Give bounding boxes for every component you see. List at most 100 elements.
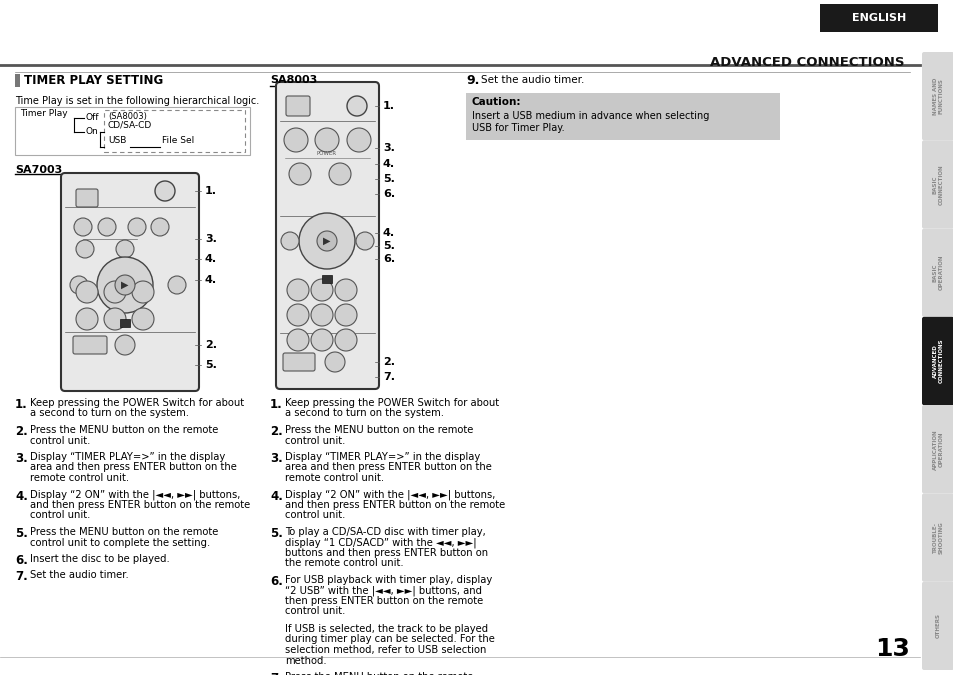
Circle shape [287,329,309,351]
Text: 3.: 3. [15,452,28,465]
FancyBboxPatch shape [76,189,98,207]
FancyBboxPatch shape [275,82,378,389]
Circle shape [314,128,338,152]
Text: CD/SA-CD: CD/SA-CD [108,121,152,130]
Text: 1.: 1. [205,186,216,196]
Text: SA7003: SA7003 [15,165,62,175]
Text: Display “2 ON” with the |◄◄, ►►| buttons,: Display “2 ON” with the |◄◄, ►►| buttons… [30,489,240,500]
Text: 5.: 5. [15,527,28,540]
Text: 4.: 4. [205,254,217,264]
Circle shape [104,281,126,303]
Text: 2.: 2. [382,357,395,367]
Text: 9.: 9. [465,74,478,86]
Text: BASIC
OPERATION: BASIC OPERATION [932,255,943,290]
Text: BASIC
CONNECTION: BASIC CONNECTION [932,164,943,205]
Bar [15,107,250,155]
Circle shape [132,281,153,303]
Text: remote control unit.: remote control unit. [285,473,384,483]
Bar [820,4,937,32]
Circle shape [284,128,308,152]
Circle shape [335,329,356,351]
FancyBboxPatch shape [921,52,953,140]
FancyBboxPatch shape [921,405,953,493]
Text: 7.: 7. [15,570,28,583]
Text: ▶: ▶ [323,236,331,246]
FancyBboxPatch shape [921,140,953,229]
Circle shape [281,232,298,250]
Text: If USB is selected, the track to be played: If USB is selected, the track to be play… [285,624,488,634]
Text: area and then press ENTER button on the: area and then press ENTER button on the [285,462,492,472]
Text: 6.: 6. [15,554,28,567]
Circle shape [311,329,333,351]
Circle shape [316,231,336,251]
Text: NAMES AND
FUNCTIONS: NAMES AND FUNCTIONS [932,78,943,115]
Circle shape [116,240,133,258]
Circle shape [76,240,94,258]
Circle shape [329,163,351,185]
Circle shape [355,232,374,250]
Text: selection method, refer to USB selection: selection method, refer to USB selection [285,645,486,655]
Text: POWER: POWER [316,151,336,156]
Text: a second to turn on the system.: a second to turn on the system. [285,408,443,418]
Text: Timer Play: Timer Play [20,109,68,119]
Text: On: On [86,128,99,136]
Circle shape [76,308,98,330]
Text: remote control unit.: remote control unit. [30,473,129,483]
Text: control unit.: control unit. [30,510,91,520]
Circle shape [70,276,88,294]
Circle shape [298,213,355,269]
Text: ▶: ▶ [121,280,129,290]
Text: File Sel: File Sel [162,136,194,145]
Text: 6.: 6. [270,575,283,588]
Text: ADVANCED
CONNECTIONS: ADVANCED CONNECTIONS [932,339,943,383]
Text: method.: method. [285,655,326,666]
Bar [120,319,130,327]
FancyBboxPatch shape [921,229,953,317]
Text: Display “TIMER PLAY=>” in the display: Display “TIMER PLAY=>” in the display [30,452,225,462]
Text: the remote control unit.: the remote control unit. [285,558,403,568]
Circle shape [287,304,309,326]
Text: display “1 CD/SACD” with the ◄◄, ►►|: display “1 CD/SACD” with the ◄◄, ►►| [285,537,476,548]
Text: a second to turn on the system.: a second to turn on the system. [30,408,189,418]
Text: Insert a USB medium in advance when selecting
USB for Timer Play.: Insert a USB medium in advance when sele… [472,111,709,132]
Circle shape [287,279,309,301]
Text: For USB playback with timer play, display: For USB playback with timer play, displa… [285,575,492,585]
Text: TROUBLE-
SHOOTING: TROUBLE- SHOOTING [932,521,943,554]
Circle shape [335,304,356,326]
Text: APPLICATION
OPERATION: APPLICATION OPERATION [932,429,943,470]
Text: 4.: 4. [205,275,217,285]
Circle shape [115,335,135,355]
Text: (SA8003): (SA8003) [108,112,147,121]
Text: control unit.: control unit. [285,435,345,446]
Text: 2.: 2. [15,425,28,438]
Text: control unit to complete the setting.: control unit to complete the setting. [30,537,210,547]
Text: 5.: 5. [382,241,395,251]
Text: 3.: 3. [382,143,395,153]
Circle shape [289,163,311,185]
Text: 5.: 5. [382,174,395,184]
Circle shape [325,352,345,372]
Text: Keep pressing the POWER Switch for about: Keep pressing the POWER Switch for about [30,398,244,408]
Text: and then press ENTER button on the remote: and then press ENTER button on the remot… [30,500,250,510]
Text: Off: Off [86,113,99,122]
Text: 2.: 2. [205,340,216,350]
Text: ADVANCED CONNECTIONS: ADVANCED CONNECTIONS [710,56,904,69]
Text: 7.: 7. [382,372,395,382]
FancyBboxPatch shape [921,317,953,405]
Text: 6.: 6. [382,254,395,264]
Bar [322,275,332,283]
Circle shape [128,218,146,236]
FancyBboxPatch shape [61,173,199,391]
Circle shape [97,257,152,313]
Bar [15,74,20,87]
Text: 3.: 3. [270,452,282,465]
Circle shape [115,275,135,295]
Text: area and then press ENTER button on the: area and then press ENTER button on the [30,462,236,472]
Text: “2 USB” with the |◄◄, ►►| buttons, and: “2 USB” with the |◄◄, ►►| buttons, and [285,585,481,596]
Text: ENGLISH: ENGLISH [851,13,905,23]
Text: TIMER PLAY SETTING: TIMER PLAY SETTING [24,74,163,86]
Text: Display “2 ON” with the |◄◄, ►►| buttons,: Display “2 ON” with the |◄◄, ►►| buttons… [285,489,495,500]
Text: 4.: 4. [15,489,28,502]
Text: 4.: 4. [382,159,395,169]
FancyBboxPatch shape [286,96,310,116]
